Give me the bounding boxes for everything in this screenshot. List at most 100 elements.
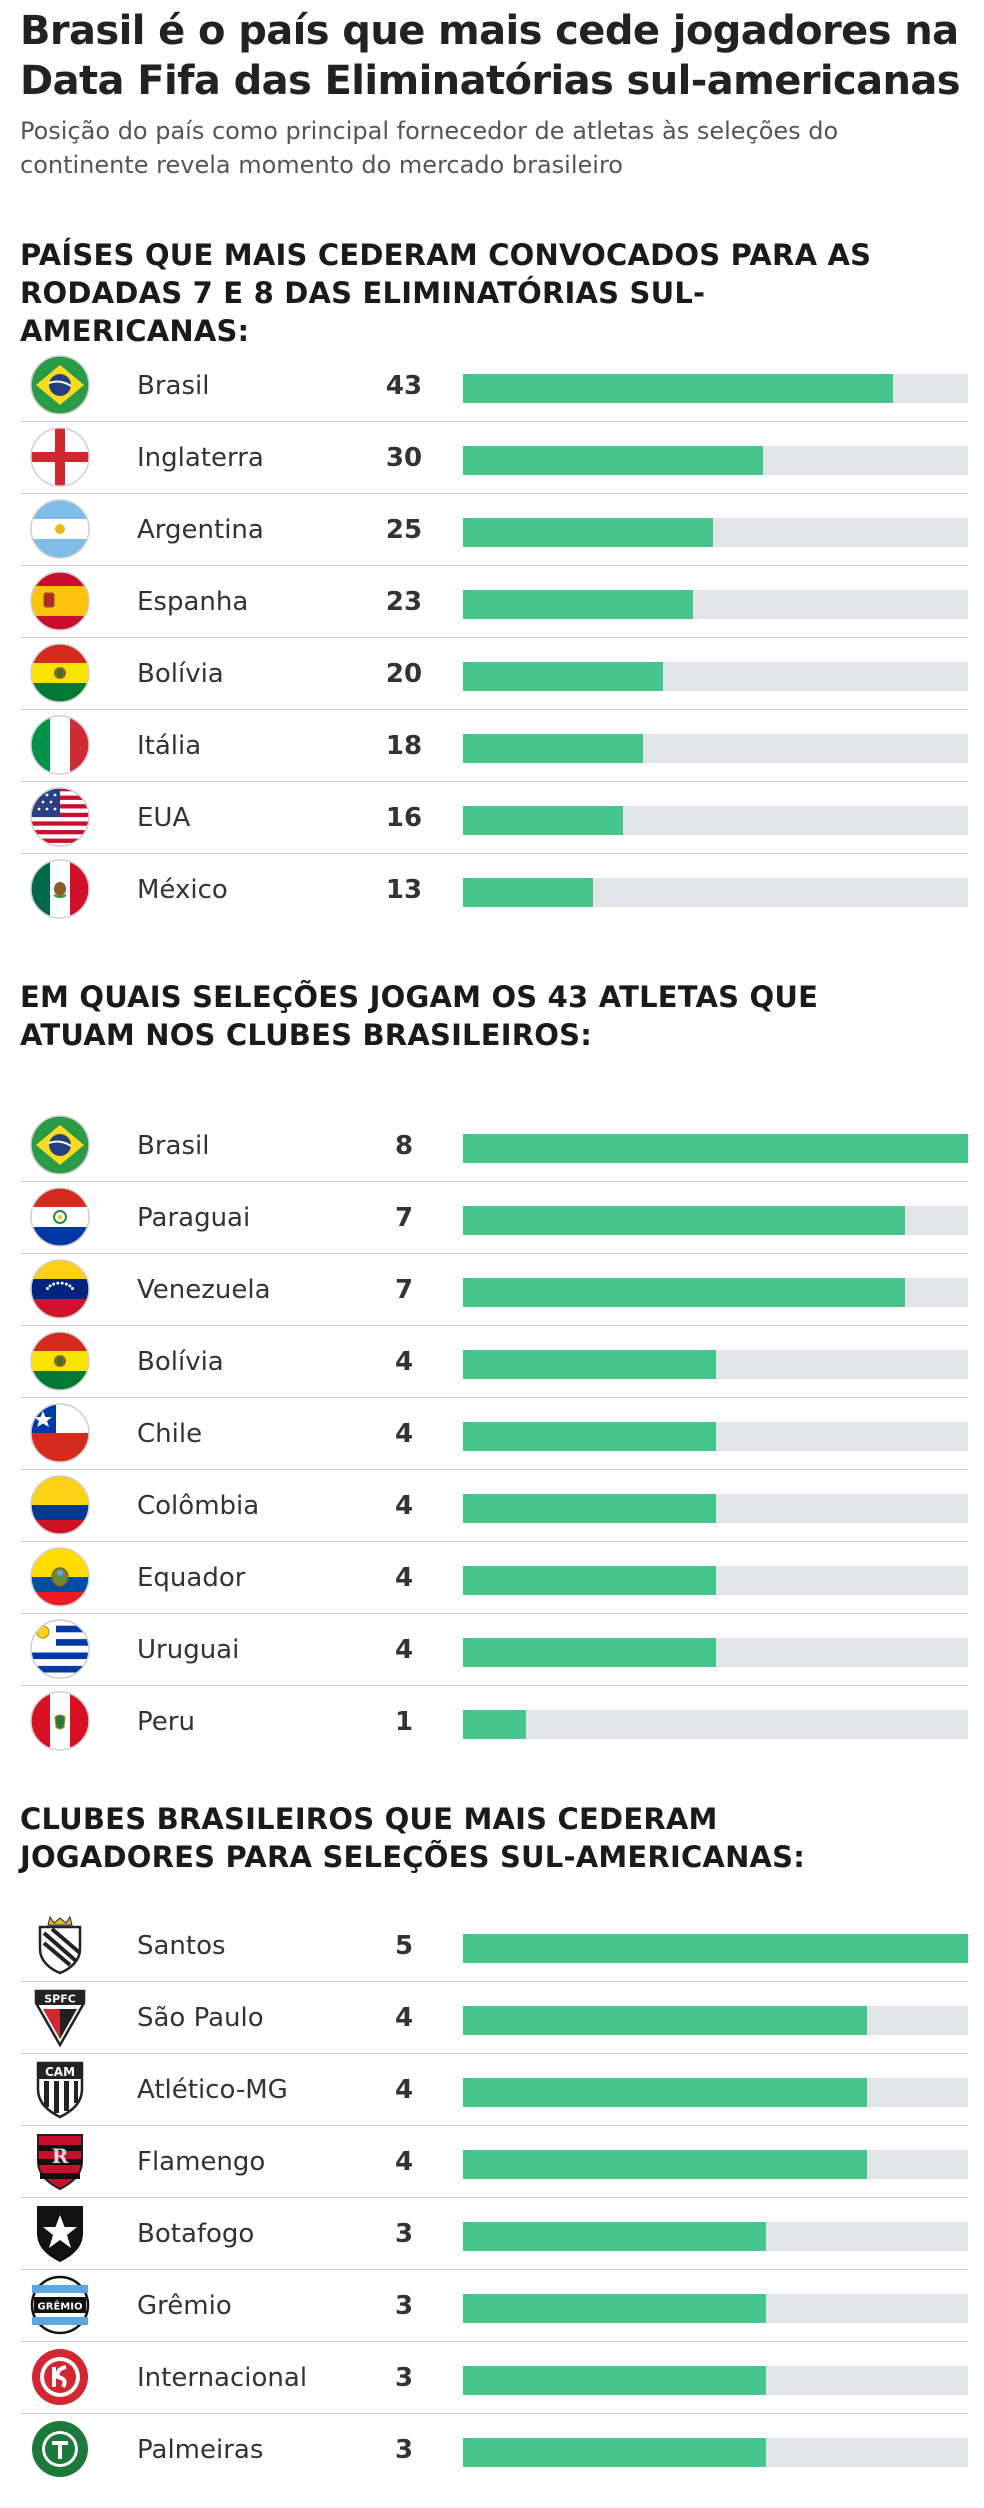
bar [463, 590, 693, 619]
santos-crest-icon [30, 1915, 90, 1975]
row-divider [20, 2197, 968, 2198]
ecuador-flag-icon [30, 1547, 90, 1607]
bar-track [463, 1134, 968, 1163]
bar-label: México [137, 875, 228, 905]
brazil-flag-icon [30, 355, 90, 415]
row-divider [20, 493, 968, 494]
bar-label: Atlético-MG [137, 2075, 288, 2105]
bar-label: EUA [137, 803, 191, 833]
row-divider [20, 853, 968, 854]
row-divider [20, 1541, 968, 1542]
bar-row: Santos 5 [20, 1910, 968, 1982]
page-title: Brasil é o país que mais cede jogadores … [20, 8, 961, 104]
bar [463, 518, 713, 547]
bar-track [463, 1494, 968, 1523]
bolivia-flag-icon [30, 1331, 90, 1391]
bar-value-label: 4 [394, 1419, 414, 1449]
bar-row: Argentina 25 [20, 494, 968, 566]
sao-paulo-crest-icon: SPFC [30, 1987, 90, 2047]
bar-track [463, 2366, 968, 2395]
bar-track [463, 1638, 968, 1667]
bar-label: Palmeiras [137, 2435, 264, 2465]
row-divider [20, 1253, 968, 1254]
bar-track [463, 878, 968, 907]
row-divider [20, 637, 968, 638]
row-divider [20, 2413, 968, 2414]
bar-label: Inglaterra [137, 443, 264, 473]
bar-label: Flamengo [137, 2147, 266, 2177]
palmeiras-crest-icon [30, 2419, 90, 2479]
bar-value-label: 4 [394, 2075, 414, 2105]
bar-value-label: 4 [394, 2147, 414, 2177]
bar-row: R Flamengo 4 [20, 2126, 968, 2198]
bar-row: Peru 1 [20, 1686, 968, 1758]
bar [463, 446, 763, 475]
bar-row: Bolívia 4 [20, 1326, 968, 1398]
bar-row: Espanha 23 [20, 566, 968, 638]
bar-label: Santos [137, 1931, 226, 1961]
bar-track [463, 2222, 968, 2251]
bar [463, 1566, 716, 1595]
bar-value-label: 3 [394, 2435, 414, 2465]
bar [463, 1710, 526, 1739]
bar-track [463, 734, 968, 763]
bar-row: Bolívia 20 [20, 638, 968, 710]
bar [463, 1206, 905, 1235]
bar [463, 1134, 968, 1163]
bar-value-label: 4 [394, 2003, 414, 2033]
bar-row: CAM Atlético-MG 4 [20, 2054, 968, 2126]
bar-row: México 13 [20, 854, 968, 926]
bar [463, 2366, 766, 2395]
row-divider [20, 1613, 968, 1614]
bar-row: EUA 16 [20, 782, 968, 854]
bar-label: Uruguai [137, 1635, 240, 1665]
bar-track [463, 2150, 968, 2179]
bar-value-label: 43 [385, 371, 423, 401]
bar-row: Itália 18 [20, 710, 968, 782]
bar-row: Brasil 8 [20, 1110, 968, 1182]
bar-value-label: 25 [385, 515, 423, 545]
svg-text:CAM: CAM [45, 2065, 75, 2079]
bar-label: Espanha [137, 587, 249, 617]
gremio-crest-icon: GRÊMIO [30, 2275, 90, 2335]
bar-track [463, 1350, 968, 1379]
peru-flag-icon [30, 1691, 90, 1751]
bar-value-label: 13 [385, 875, 423, 905]
bar-value-label: 4 [394, 1347, 414, 1377]
bar-label: Peru [137, 1707, 195, 1737]
section-heading-clubs: CLUBES BRASILEIROS QUE MAIS CEDERAM JOGA… [20, 1802, 806, 1874]
row-divider [20, 1981, 968, 1982]
bar-row: GRÊMIO Grêmio 3 [20, 2270, 968, 2342]
row-divider [20, 1685, 968, 1686]
page-subtitle: Posição do país como principal fornecedo… [20, 117, 839, 179]
flamengo-crest-icon: R [30, 2131, 90, 2191]
bar-label: Botafogo [137, 2219, 255, 2249]
svg-text:GRÊMIO: GRÊMIO [38, 2300, 83, 2313]
bar-label: Equador [137, 1563, 246, 1593]
bar-value-label: 4 [394, 1563, 414, 1593]
bar-label: Paraguai [137, 1203, 251, 1233]
mexico-flag-icon [30, 859, 90, 919]
bar-label: Venezuela [137, 1275, 271, 1305]
bar-value-label: 5 [394, 1931, 414, 1961]
bar [463, 878, 593, 907]
paraguay-flag-icon [30, 1187, 90, 1247]
bar-row: Brasil 43 [20, 350, 968, 422]
row-divider [20, 2341, 968, 2342]
row-divider [20, 565, 968, 566]
svg-text:R: R [52, 2144, 69, 2168]
bar-value-label: 16 [385, 803, 423, 833]
bar-track [463, 1934, 968, 1963]
row-divider [20, 1397, 968, 1398]
bar-value-label: 3 [394, 2291, 414, 2321]
bar [463, 2438, 766, 2467]
bar [463, 2078, 867, 2107]
bar-row: Equador 4 [20, 1542, 968, 1614]
bar-row: SPFC São Paulo 4 [20, 1982, 968, 2054]
bar-label: São Paulo [137, 2003, 264, 2033]
section-heading-countries: PAÍSES QUE MAIS CEDERAM CONVOCADOS PARA … [20, 238, 872, 348]
bar-value-label: 18 [385, 731, 423, 761]
bar [463, 2294, 766, 2323]
bar-track [463, 1278, 968, 1307]
